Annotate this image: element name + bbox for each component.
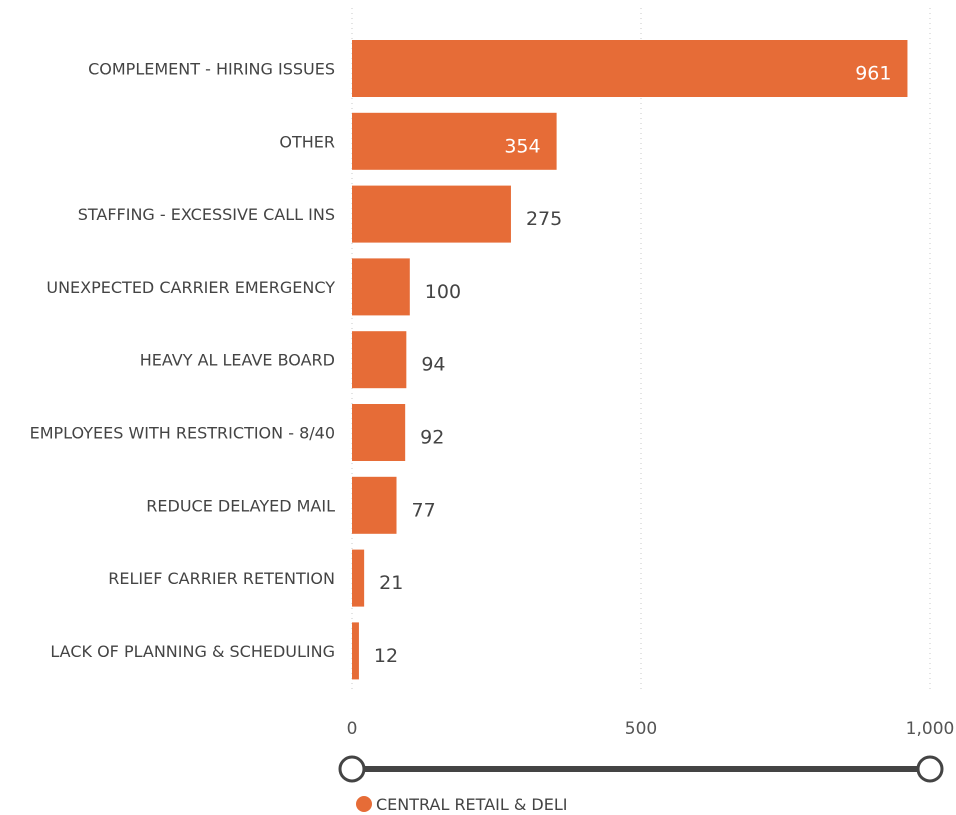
bar-4[interactable]	[352, 331, 407, 389]
data-labels: 961 354 275 100 94 92 77 21 12	[374, 63, 892, 667]
bar-5[interactable]	[352, 404, 406, 461]
data-label-4: 94	[421, 354, 445, 376]
bar-7[interactable]	[352, 549, 365, 607]
category-label-8: LACK OF PLANNING & SCHEDULING	[50, 642, 335, 661]
x-axis: 0 500 1,000	[347, 719, 955, 739]
category-label-0: COMPLEMENT - HIRING ISSUES	[88, 60, 335, 79]
data-label-8: 12	[374, 645, 398, 667]
x-tick-label-1: 500	[625, 719, 657, 739]
slider-handle-min[interactable]	[338, 755, 366, 783]
category-labels: COMPLEMENT - HIRING ISSUES OTHER STAFFING …	[30, 60, 336, 661]
data-label-2: 275	[526, 208, 562, 230]
x-tick-label-0: 0	[347, 719, 358, 739]
category-label-3: UNEXPECTED CARRIER EMERGENCY	[46, 278, 335, 297]
category-label-5: EMPLOYEES WITH RESTRICTION - 8/40	[30, 424, 335, 443]
category-label-4: HEAVY AL LEAVE BOARD	[140, 351, 335, 370]
category-label-7: RELIEF CARRIER RETENTION	[108, 569, 335, 588]
category-label-6: REDUCE DELAYED MAIL	[146, 496, 335, 515]
range-slider[interactable]	[338, 755, 944, 783]
gridlines	[351, 8, 931, 690]
data-label-0: 961	[855, 63, 891, 85]
bar-3[interactable]	[352, 258, 410, 316]
legend-marker	[356, 796, 372, 812]
category-label-2: STAFFING - EXCESSIVE CALL INS	[78, 205, 335, 224]
bar-1[interactable]	[352, 112, 557, 170]
x-tick-label-2: 1,000	[906, 719, 955, 739]
data-label-7: 21	[379, 572, 403, 594]
data-label-5: 92	[420, 427, 444, 449]
legend: CENTRAL RETAIL & DELI	[356, 795, 567, 814]
category-label-1: OTHER	[279, 132, 335, 151]
slider-handle-max[interactable]	[916, 755, 944, 783]
bar-0[interactable]	[352, 40, 908, 97]
bar-8[interactable]	[352, 622, 359, 680]
data-label-1: 354	[504, 135, 540, 157]
bar-2[interactable]	[352, 185, 511, 243]
data-label-6: 77	[412, 499, 436, 521]
legend-label: CENTRAL RETAIL & DELI	[376, 795, 567, 814]
bar-6[interactable]	[352, 476, 397, 534]
data-label-3: 100	[425, 281, 461, 303]
bars	[352, 40, 908, 680]
